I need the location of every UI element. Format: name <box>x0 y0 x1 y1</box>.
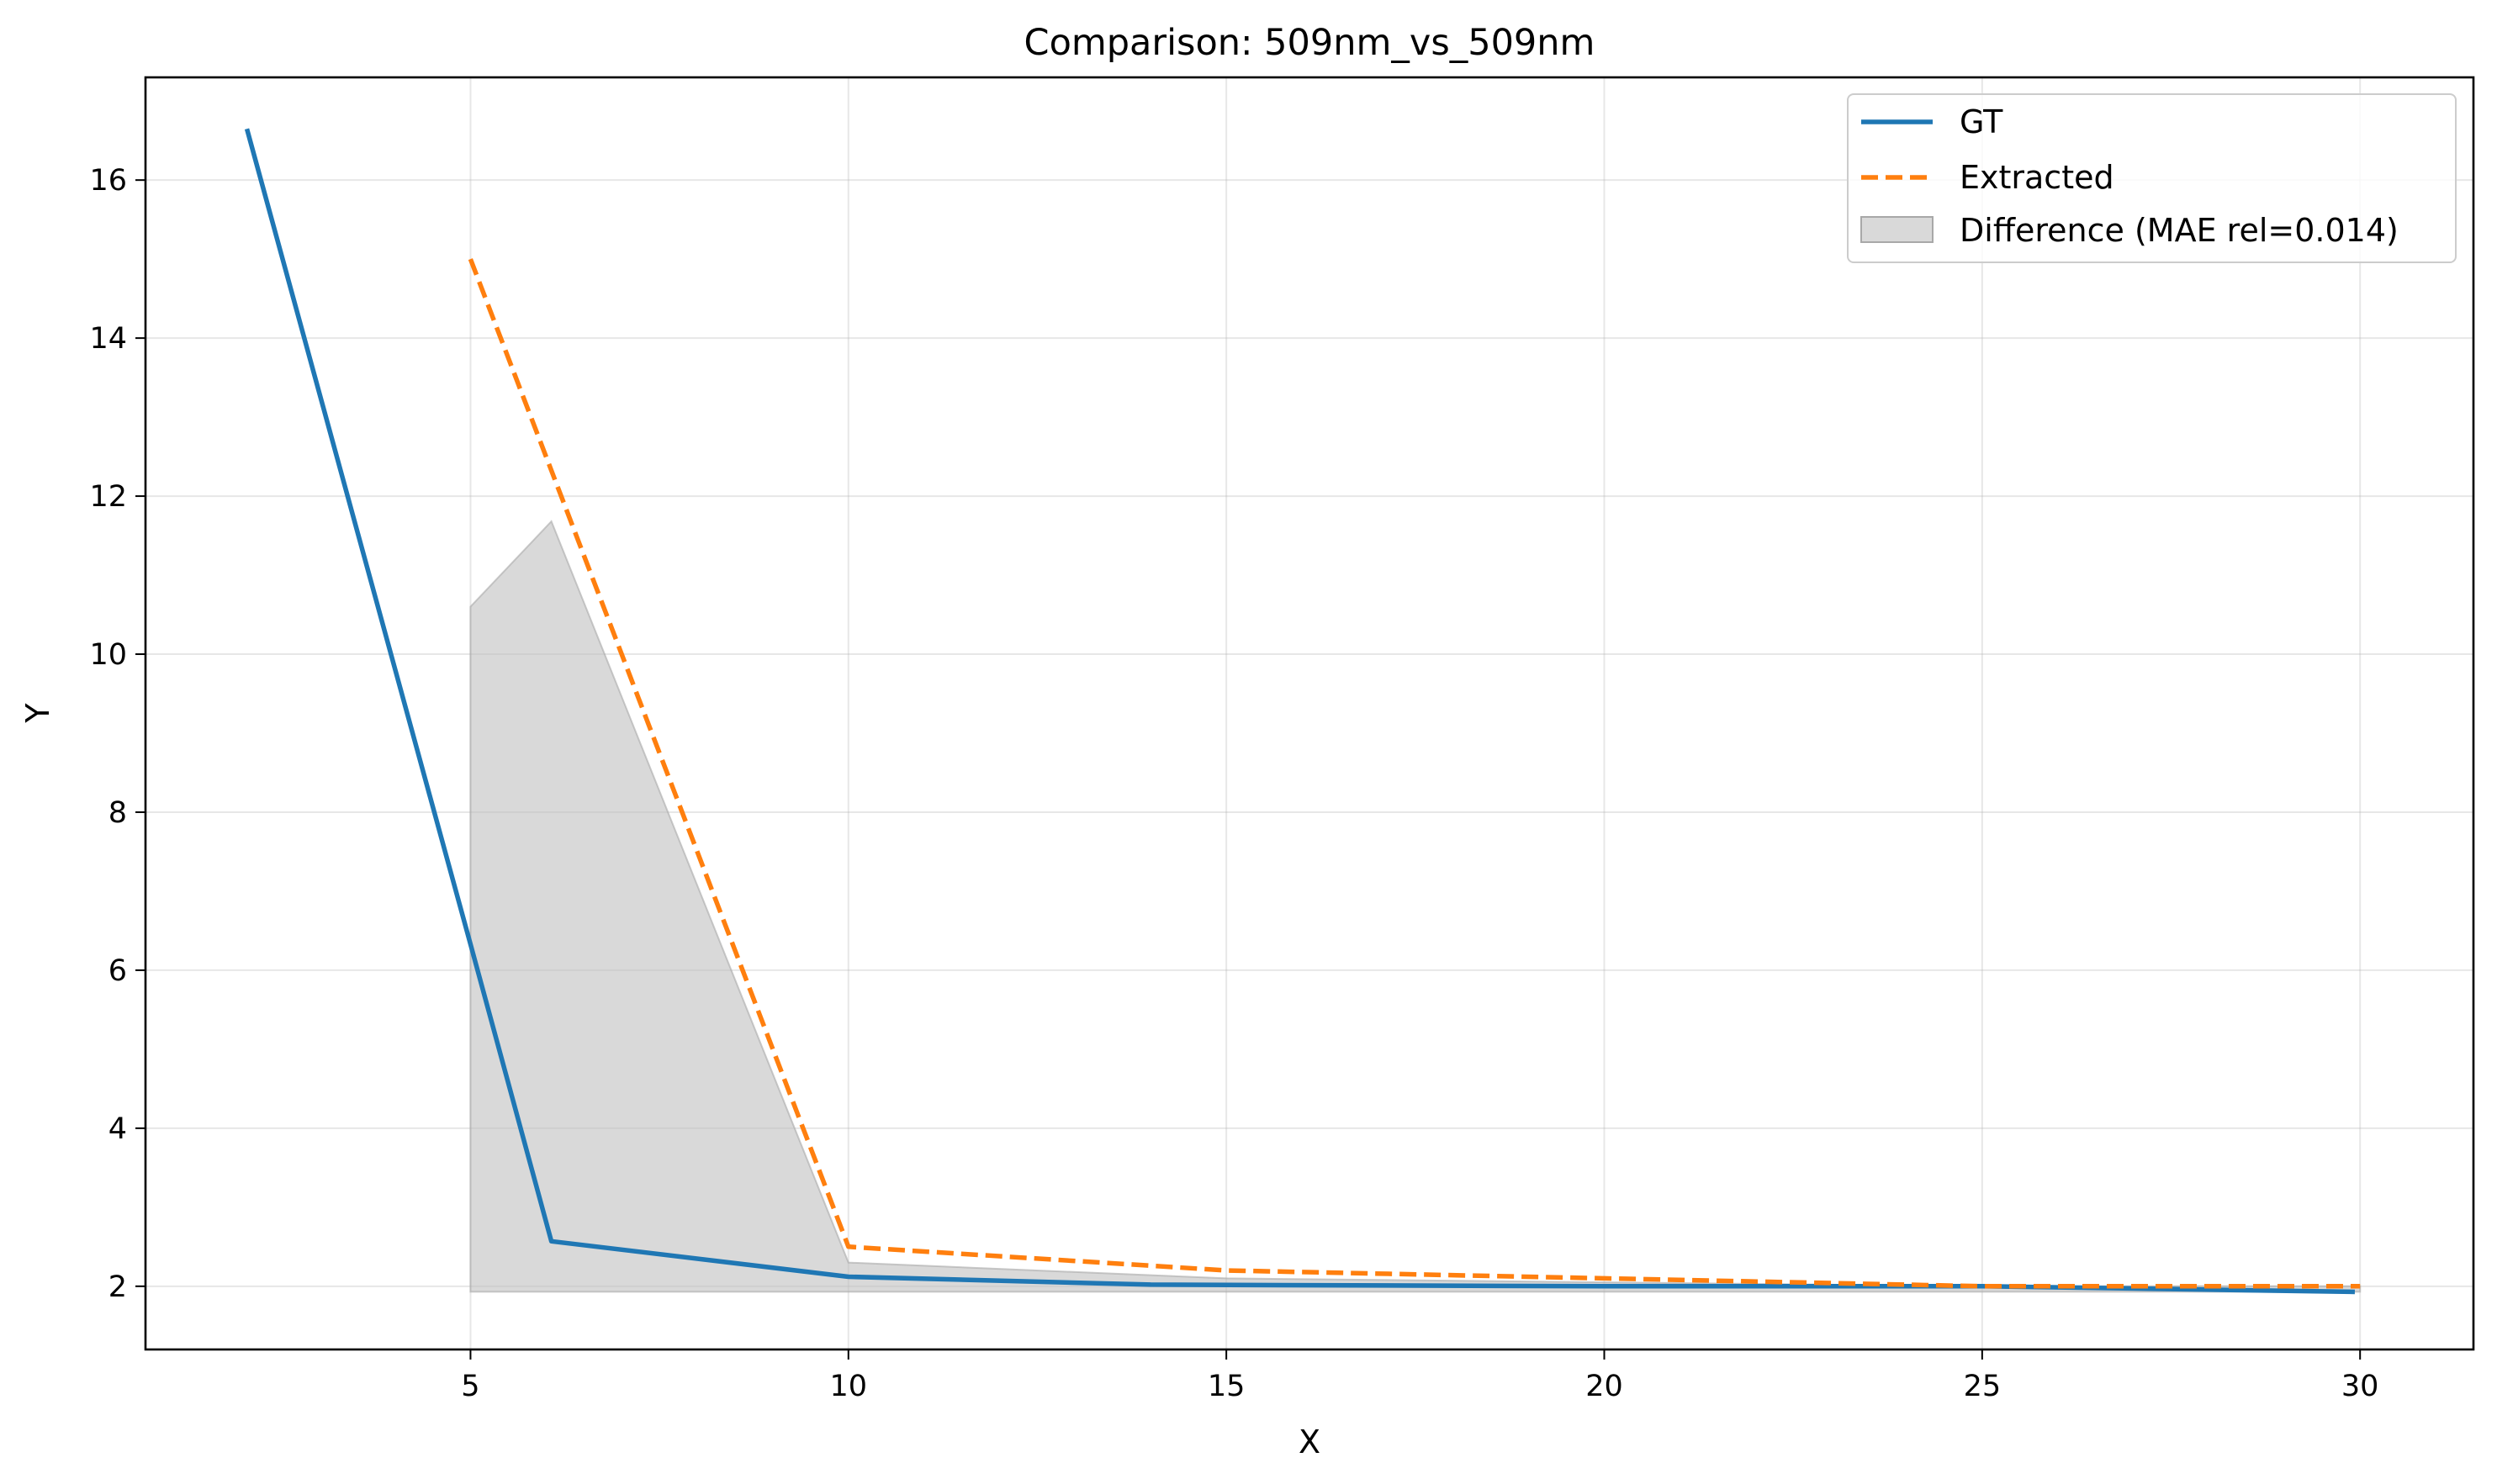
series-layer <box>244 128 2361 1295</box>
y-tick-label: 6 <box>108 954 127 988</box>
y-tick-label: 14 <box>89 322 127 356</box>
x-tick-label: 30 <box>2341 1370 2379 1403</box>
legend: GT Extracted Difference (MAE rel=0.014) <box>1847 93 2457 263</box>
series-line-extracted <box>468 258 2361 1289</box>
x-tick-label: 25 <box>1964 1370 2002 1403</box>
y-axis-ticks: 2 4 6 8 10 12 14 16 <box>89 164 145 1304</box>
x-tick-label: 10 <box>830 1370 868 1403</box>
x-tick-label: 20 <box>1585 1370 1623 1403</box>
y-axis-label: Y <box>19 703 56 724</box>
x-axis-ticks: 5 10 15 20 25 30 <box>461 1349 2378 1403</box>
legend-box <box>1847 93 2457 263</box>
chart-title: Comparison: 509nm_vs_509nm <box>1024 22 1595 64</box>
y-tick-label: 16 <box>89 164 127 198</box>
y-tick-label: 8 <box>108 796 127 830</box>
legend-gt-label: GT <box>1960 103 2003 140</box>
y-tick-label: 10 <box>89 638 127 672</box>
y-tick-label: 2 <box>108 1270 127 1304</box>
legend-extracted-label: Extracted <box>1960 159 2114 196</box>
y-tick-label: 12 <box>89 480 127 514</box>
legend-difference-swatch <box>1860 216 1934 243</box>
plot-area-frame <box>144 76 2475 1351</box>
x-tick-label: 5 <box>461 1370 479 1403</box>
y-tick-label: 4 <box>108 1112 127 1146</box>
x-axis-label: X <box>1299 1423 1320 1460</box>
x-tick-label: 15 <box>1208 1370 1246 1403</box>
legend-difference-label: Difference (MAE rel=0.014) <box>1960 212 2399 249</box>
